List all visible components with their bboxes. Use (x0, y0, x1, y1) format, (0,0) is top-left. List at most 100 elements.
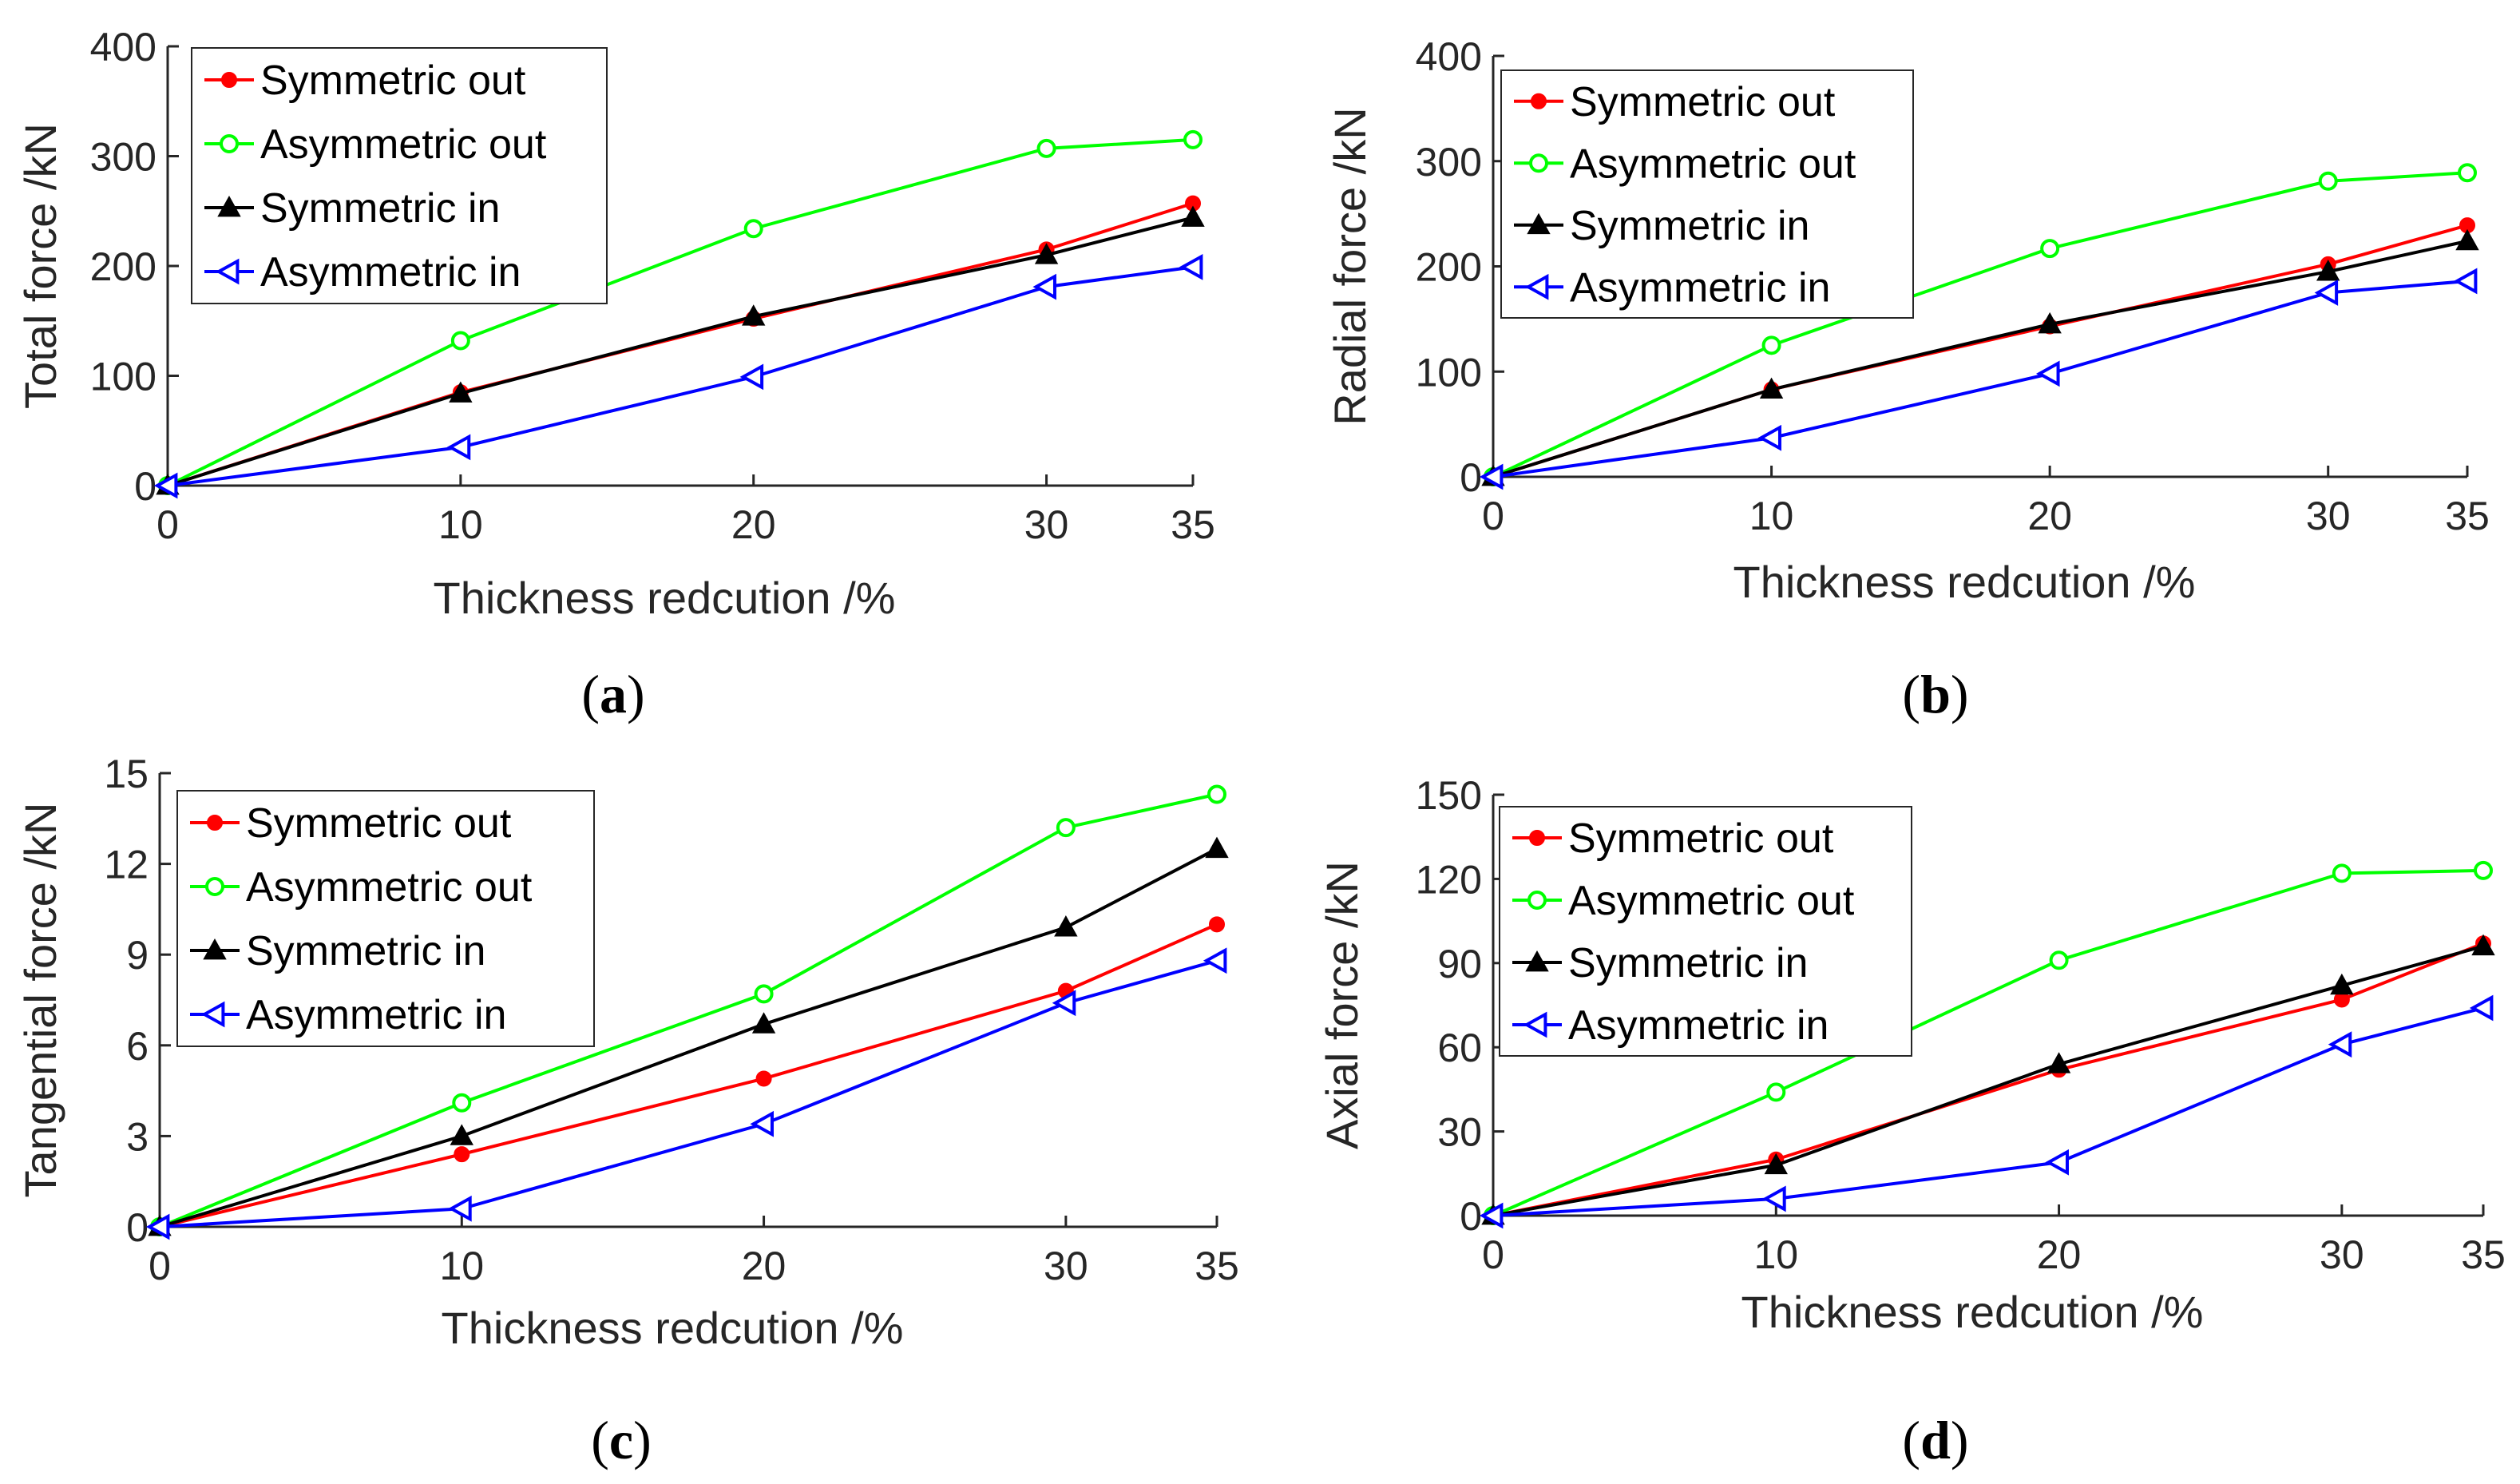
data-point (2474, 860, 2493, 880)
caption-close-paren: ) (627, 664, 645, 724)
x-tick-label: 20 (2027, 494, 2072, 538)
legend-label: Symmetric in (246, 928, 485, 974)
legend-marker (203, 938, 227, 960)
legend: Symmetric out Asymmetric out Symmetric in A… (1500, 69, 1914, 319)
legend-marker (1527, 212, 1551, 235)
data-point (2328, 1031, 2352, 1058)
legend: Symmetric out Asymmetric out Symmetric in A… (191, 47, 608, 304)
data-point (1209, 916, 1225, 933)
caption-close-paren: ) (633, 1410, 652, 1470)
data-point (1036, 138, 1056, 158)
caption-letter: d (1920, 1410, 1951, 1470)
x-tick-label: 0 (1482, 1232, 1504, 1277)
series-asymmetric-in (1479, 994, 2494, 1229)
data-point (2455, 228, 2479, 251)
chart-b: 0 10 20 30 35 0 100 200 300 400 Thickness redcutio… (1325, 34, 2490, 724)
legend-label: Asymmetric in (1570, 264, 1830, 311)
data-point (446, 434, 471, 461)
caption-open-paren: ( (1902, 1410, 1920, 1470)
data-point (454, 1146, 470, 1163)
legend-label: Symmetric in (1570, 203, 1809, 249)
panel-caption: (a) (581, 664, 644, 724)
legend-marker (1531, 93, 1547, 109)
caption-close-paren: ) (1951, 1410, 1969, 1470)
legend-marker (220, 134, 239, 153)
legend-box (1500, 69, 1914, 319)
y-tick-label: 400 (90, 25, 157, 69)
caption-open-paren: ( (1902, 664, 1920, 724)
y-tick-label: 90 (1437, 942, 1482, 986)
legend-marker (217, 195, 241, 217)
legend-label: Asymmetric in (1568, 1002, 1829, 1049)
data-point (1203, 947, 1227, 974)
legend: Symmetric out Asymmetric out Symmetric in A… (1499, 806, 1912, 1057)
legend-label: Asymmetric in (260, 249, 521, 296)
y-tick-label: 30 (1437, 1110, 1482, 1155)
legend-label: Asymmetric out (246, 864, 533, 911)
legend-label: Asymmetric in (246, 992, 506, 1038)
legend-marker (1525, 950, 1549, 972)
caption-letter: b (1920, 664, 1951, 724)
legend-marker (1524, 273, 1549, 300)
legend-marker (205, 877, 224, 896)
caption-letter: a (600, 664, 627, 724)
x-tick-label: 30 (2306, 494, 2351, 538)
legend-label: Symmetric out (1568, 815, 1834, 862)
x-tick-label: 10 (1753, 1232, 1798, 1277)
legend-marker (200, 1001, 225, 1028)
y-axis-label: Tangential force /kN (15, 803, 65, 1198)
data-point (1759, 377, 1784, 399)
data-point (1205, 836, 1229, 859)
x-tick-label: 30 (1024, 502, 1069, 547)
data-point (449, 381, 473, 403)
data-point (2040, 239, 2060, 259)
legend-marker (207, 815, 223, 831)
x-tick-label: 0 (157, 502, 179, 547)
data-point (1056, 818, 1076, 838)
legend-box (1499, 806, 1912, 1057)
y-tick-label: 200 (90, 244, 157, 289)
x-tick-label: 35 (1171, 502, 1215, 547)
y-tick-label: 300 (90, 135, 157, 180)
legend-marker (221, 72, 237, 88)
y-tick-label: 150 (1416, 773, 1482, 818)
legend-label: Symmetric in (1568, 940, 1808, 986)
data-point (1052, 990, 1076, 1017)
y-tick-label: 6 (126, 1024, 149, 1069)
legend-marker (1527, 891, 1547, 910)
data-point (2471, 934, 2495, 956)
caption-letter: c (609, 1410, 633, 1470)
x-tick-label: 0 (149, 1244, 171, 1288)
x-axis-label: Thickness redcution /% (434, 573, 896, 623)
chart-d: 0 10 20 30 35 0 30 60 90 120 150 Thickness redcutio… (1317, 773, 2506, 1470)
data-point (448, 1195, 472, 1222)
caption-close-paren: ) (1951, 664, 1969, 724)
y-axis-label: Axial force /kN (1317, 861, 1367, 1149)
y-tick-label: 0 (126, 1205, 149, 1250)
x-tick-label: 35 (1195, 1244, 1239, 1288)
data-point (1032, 273, 1056, 300)
y-tick-label: 300 (1416, 140, 1482, 185)
data-point (755, 1070, 772, 1087)
legend-marker (215, 258, 240, 285)
data-point (1183, 129, 1203, 149)
y-axis-label: Radial force /kN (1325, 107, 1375, 425)
data-point (2318, 171, 2338, 191)
x-axis-label: Thickness redcution /% (1733, 557, 2196, 607)
data-point (1034, 243, 1059, 264)
series-asymmetric-in (153, 253, 1203, 499)
data-point (1479, 1202, 1504, 1229)
x-tick-label: 35 (2461, 1232, 2506, 1277)
y-tick-label: 15 (104, 752, 149, 796)
data-point (145, 1213, 170, 1240)
panel-caption: (d) (1902, 1410, 1968, 1470)
x-tick-label: 30 (1044, 1244, 1088, 1288)
data-point (2316, 260, 2340, 281)
y-tick-label: 3 (126, 1114, 149, 1159)
data-point (153, 472, 178, 499)
caption-open-paren: ( (581, 664, 600, 724)
x-tick-label: 10 (1749, 494, 1794, 538)
data-point (2049, 950, 2069, 970)
data-point (450, 1124, 473, 1145)
